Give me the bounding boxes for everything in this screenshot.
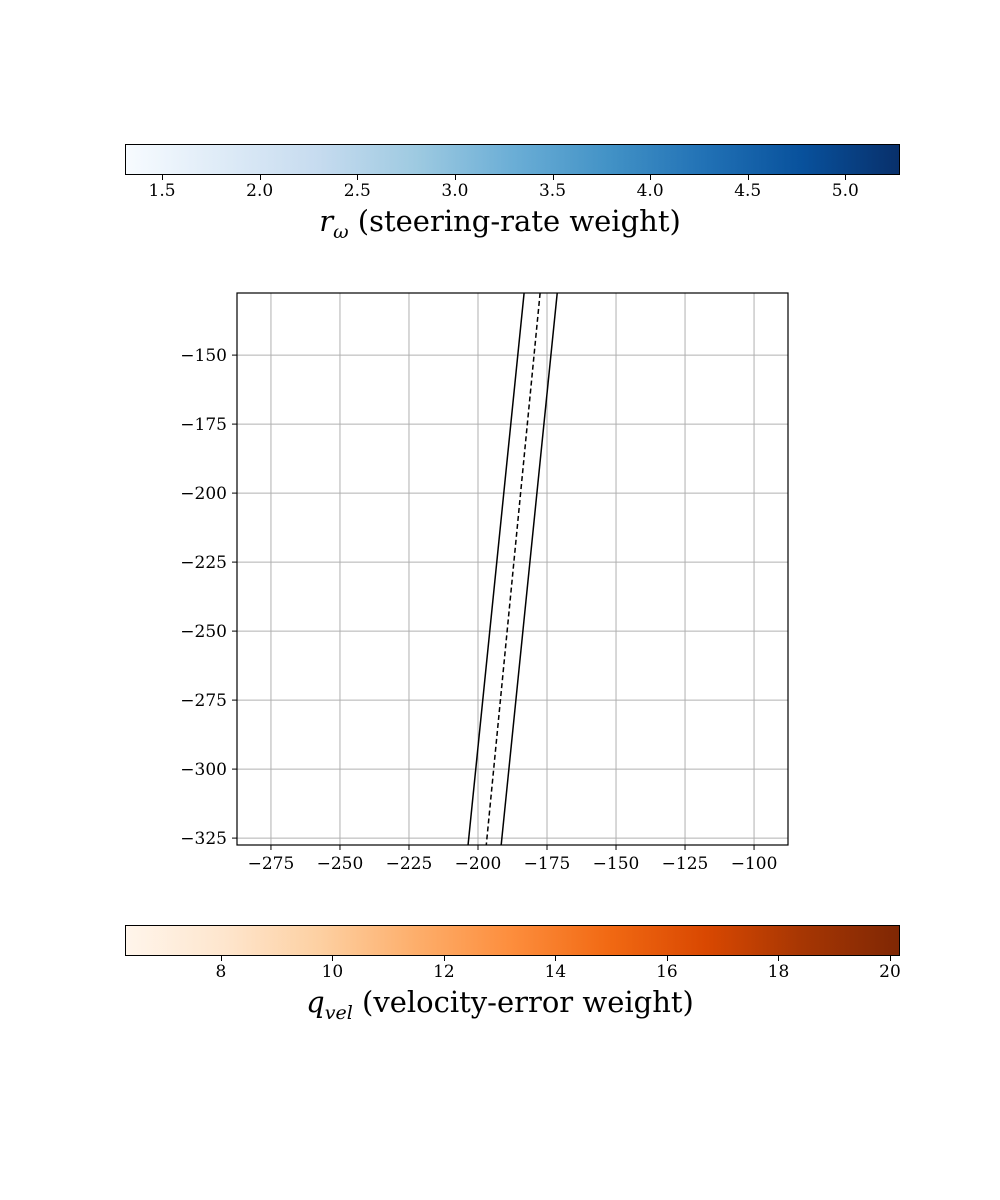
y-tick-label: −150 <box>180 346 227 366</box>
colorbar-tick-label: 10 <box>321 962 344 982</box>
colorbar-tick-mark <box>666 956 668 961</box>
colorbar-bottom-label: (velocity-error weight) <box>352 985 694 1019</box>
colorbar-tick-mark <box>454 175 456 180</box>
colorbar-top-label: (steering-rate weight) <box>348 204 681 238</box>
colorbar-top-subscript: ω <box>333 220 349 243</box>
colorbar-tick-label: 20 <box>879 962 901 982</box>
x-tick-label: −275 <box>248 854 295 874</box>
colorbar-tick-label: 12 <box>433 962 455 982</box>
colorbar-tick-mark <box>845 175 847 180</box>
colorbar-tick-mark <box>332 956 334 961</box>
colorbar-tick-mark <box>555 956 557 961</box>
colorbar-tick-mark <box>357 175 359 180</box>
colorbar-bottom-symbol: q <box>306 985 325 1019</box>
x-tick-label: −250 <box>317 854 364 874</box>
x-tick-label: −150 <box>593 854 640 874</box>
colorbar-tick-label: 18 <box>767 962 790 982</box>
colorbar-tick-mark <box>220 956 222 961</box>
y-tick-label: −200 <box>180 484 227 504</box>
colorbar-bottom-title: qvel (velocity-error weight) <box>0 985 1000 1024</box>
y-tick-label: −275 <box>180 691 227 711</box>
colorbar-tick-mark <box>443 956 445 961</box>
boundary-line <box>467 293 525 845</box>
colorbar-tick-mark <box>747 175 749 180</box>
colorbar-tick-label: 4.5 <box>734 181 762 201</box>
colorbar-tick-label: 2.5 <box>343 181 371 201</box>
axes-frame <box>236 292 789 846</box>
colorbar-tick-mark <box>259 175 261 180</box>
x-tick-label: −125 <box>662 854 709 874</box>
colorbar-tick-label: 5.0 <box>831 181 859 201</box>
centerline-dashed <box>485 293 541 845</box>
colorbar-tick-label: 3.5 <box>538 181 567 201</box>
colorbar-tick-label: 3.0 <box>441 181 469 201</box>
colorbar-tick-mark <box>778 956 780 961</box>
y-tick-label: −300 <box>180 760 227 780</box>
colorbar-tick-label: 8 <box>215 962 227 982</box>
colorbar-steering-rate <box>125 144 900 175</box>
x-tick-label: −200 <box>455 854 502 874</box>
colorbar-tick-mark <box>650 175 652 180</box>
colorbar-top-symbol: r <box>319 204 334 238</box>
y-tick-label: −225 <box>180 553 227 573</box>
colorbar-tick-mark <box>889 956 891 961</box>
x-tick-label: −100 <box>731 854 778 874</box>
colorbar-top-title: rω (steering-rate weight) <box>0 204 1000 243</box>
boundary-line <box>500 293 558 845</box>
colorbar-tick-label: 16 <box>656 962 678 982</box>
y-tick-label: −325 <box>180 829 227 849</box>
colorbar-tick-label: 14 <box>544 962 567 982</box>
colorbar-tick-label: 4.0 <box>636 181 664 201</box>
colorbar-tick-label: 2.0 <box>246 181 274 201</box>
y-tick-label: −175 <box>180 415 227 435</box>
colorbar-velocity-error <box>125 925 900 956</box>
colorbar-tick-mark <box>552 175 554 180</box>
colorbar-tick-label: 1.5 <box>148 181 176 201</box>
colorbar-bottom-subscript: vel <box>324 1001 353 1024</box>
colorbar-tick-mark <box>162 175 164 180</box>
x-tick-label: −225 <box>386 854 433 874</box>
x-tick-label: −175 <box>524 854 571 874</box>
y-tick-label: −250 <box>180 622 227 642</box>
